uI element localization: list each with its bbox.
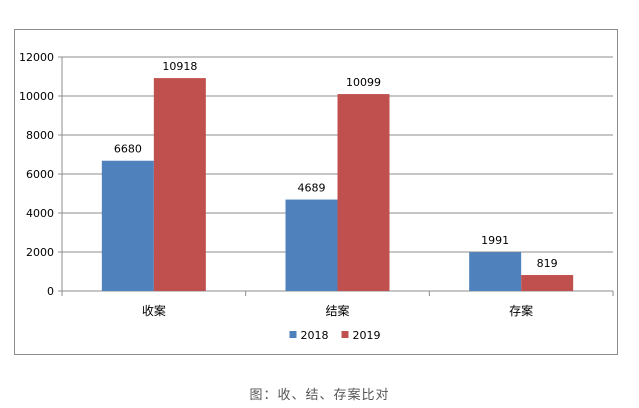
- legend-label: 2019: [353, 329, 381, 342]
- y-tick-label: 2000: [26, 246, 54, 259]
- bar: [469, 252, 522, 291]
- figure-caption: 图：收、结、存案比对: [249, 388, 390, 403]
- y-tick-label: 8000: [26, 129, 54, 142]
- data-label: 10918: [162, 60, 197, 73]
- data-label: 10099: [346, 76, 381, 89]
- bar: [285, 199, 338, 291]
- legend-swatch: [289, 331, 297, 338]
- data-label: 1991: [481, 234, 509, 247]
- y-tick-label: 10000: [19, 90, 54, 103]
- bar: [153, 78, 206, 291]
- x-tick-label: 存案: [509, 303, 533, 318]
- y-tick-label: 6000: [26, 168, 54, 181]
- legend-swatch: [341, 331, 349, 338]
- data-label: 819: [537, 257, 558, 270]
- data-label: 6680: [114, 143, 142, 156]
- legend-label: 2018: [301, 329, 329, 342]
- y-tick-label: 0: [47, 285, 54, 298]
- y-tick-label: 4000: [26, 207, 54, 220]
- data-label: 4689: [298, 182, 326, 195]
- y-tick-label: 12000: [19, 51, 54, 64]
- bar: [521, 275, 574, 291]
- bar: [101, 160, 154, 291]
- x-tick-label: 收案: [142, 303, 166, 318]
- x-tick-label: 结案: [325, 303, 349, 318]
- bar: [337, 94, 390, 291]
